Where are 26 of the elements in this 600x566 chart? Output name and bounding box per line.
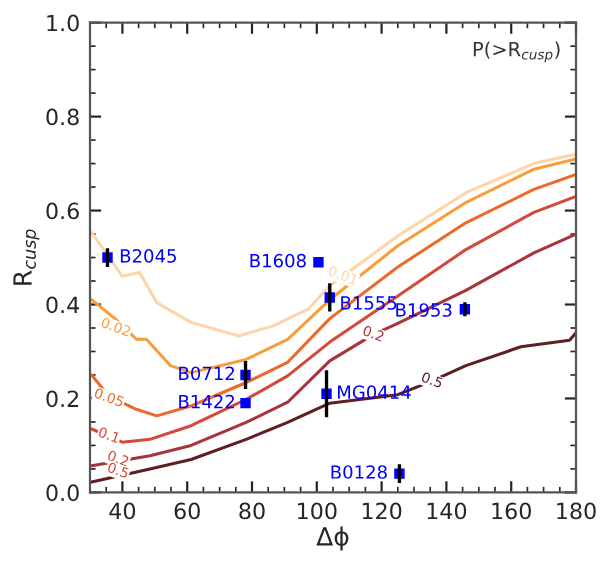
x-tick-label: 160 (492, 502, 531, 520)
y-tick-label: 0.2 (46, 390, 79, 408)
annotation: B0712 (179, 366, 234, 381)
line-series (90, 152, 576, 338)
y-tick-label: 0.0 (46, 484, 79, 502)
x-tick-label: 80 (239, 502, 265, 520)
x-axis-title: Δϕ (316, 526, 349, 551)
x-tick-label: 100 (298, 502, 337, 520)
line-series (90, 194, 576, 444)
annotation: B2045 (120, 249, 176, 263)
annotation: B0128 (331, 465, 387, 479)
x-tick-label: 140 (427, 502, 467, 520)
y-tick-label: 0.8 (46, 108, 79, 126)
x-tick-label: 60 (174, 502, 200, 520)
point (313, 257, 324, 268)
x-tick-label: 40 (109, 502, 136, 520)
y-tick-label: 0.4 (46, 296, 80, 314)
y-axis-title: R$_{cusp}$ (13, 229, 40, 285)
annotation: B1608 (250, 253, 306, 268)
x-tick-label: 180 (557, 502, 596, 520)
y-tick-label: 0.6 (46, 202, 79, 220)
x-tick-label: 120 (362, 502, 402, 520)
line-series (90, 172, 576, 418)
y-tick-label: 1.0 (47, 14, 79, 32)
point (240, 397, 251, 409)
annotation: P(>R$_{cusp}$) (473, 41, 560, 63)
